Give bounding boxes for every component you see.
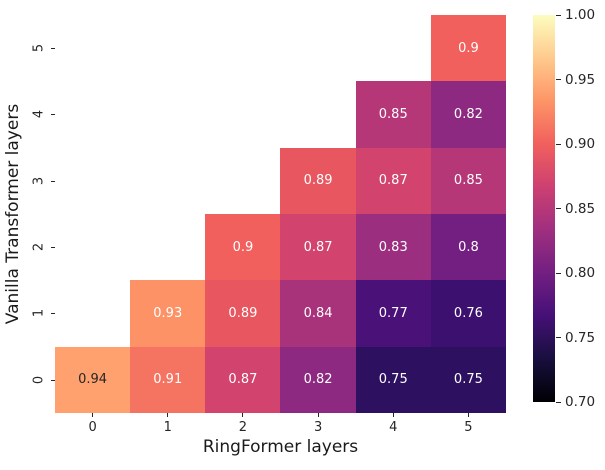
y-axis-label: Vanilla Transformer layers bbox=[3, 103, 23, 325]
x-tick-mark bbox=[167, 413, 169, 417]
heatmap-cell: 0.87 bbox=[205, 346, 281, 413]
y-tick-label: 0 bbox=[31, 375, 47, 384]
colorbar-tick-mark bbox=[556, 79, 561, 80]
x-tick: 2 bbox=[205, 413, 280, 435]
colorbar-tick-label: 0.95 bbox=[565, 71, 596, 88]
heatmap-cell: 0.87 bbox=[280, 214, 356, 281]
heatmap-cell: 0.83 bbox=[355, 214, 431, 281]
y-tick-label: 3 bbox=[31, 176, 47, 185]
y-tick-label: 4 bbox=[31, 110, 47, 119]
x-tick: 0 bbox=[55, 413, 130, 435]
heatmap-cell: 0.9 bbox=[430, 15, 506, 82]
y-tick: 2 bbox=[0, 214, 55, 280]
x-tick: 5 bbox=[431, 413, 506, 435]
colorbar-tick-mark bbox=[556, 143, 561, 145]
heatmap-cell: 0.82 bbox=[430, 81, 506, 148]
colorbar-tick-mark bbox=[556, 272, 561, 274]
heatmap-cell: 0.89 bbox=[280, 147, 356, 214]
x-tick-label: 4 bbox=[389, 420, 398, 435]
colorbar-tick-label: 0.80 bbox=[565, 265, 596, 281]
heatmap-cell: 0.93 bbox=[130, 280, 206, 347]
x-tick: 1 bbox=[130, 413, 205, 435]
heatmap-cell: 0.89 bbox=[205, 280, 281, 347]
y-tick-label: 1 bbox=[31, 309, 47, 318]
x-tick-mark bbox=[392, 413, 394, 417]
y-tick-mark bbox=[51, 247, 55, 249]
x-tick-mark bbox=[467, 413, 469, 417]
colorbar-tick-label: 0.85 bbox=[565, 200, 596, 217]
x-axis-label: RingFormer layers bbox=[202, 437, 359, 457]
heatmap-cell: 0.85 bbox=[430, 147, 506, 214]
colorbar-tick-mark bbox=[556, 208, 561, 209]
y-tick-mark bbox=[51, 379, 55, 381]
x-tick-mark bbox=[92, 413, 94, 417]
heatmap-cell: 0.87 bbox=[355, 147, 431, 214]
x-tick-label: 5 bbox=[464, 420, 473, 435]
colorbar-tick-mark bbox=[556, 337, 561, 338]
colorbar-ticks: 1.00 0.95 0.90 0.85 0.80 0.75 0.70 bbox=[555, 7, 605, 410]
y-tick: 4 bbox=[0, 81, 55, 147]
x-tick-label: 2 bbox=[238, 420, 248, 435]
x-axis-ticks: 0 1 2 3 4 5 bbox=[55, 413, 506, 435]
heatmap-cell: 0.85 bbox=[355, 81, 431, 148]
y-tick-mark bbox=[51, 313, 55, 315]
heatmap-cell: 0.8 bbox=[430, 214, 506, 281]
colorbar-tick-label: 0.90 bbox=[565, 136, 596, 152]
y-tick: 3 bbox=[0, 148, 55, 214]
colorbar-gradient bbox=[533, 15, 555, 402]
x-tick-label: 0 bbox=[88, 420, 97, 435]
x-tick-label: 3 bbox=[313, 420, 323, 435]
heatmap-cell: 0.91 bbox=[130, 346, 206, 413]
colorbar-tick-mark bbox=[556, 14, 561, 16]
heatmap-cell: 0.9 bbox=[205, 214, 281, 281]
colorbar-tick-label: 0.75 bbox=[565, 329, 596, 346]
y-tick-mark bbox=[51, 180, 55, 182]
y-tick-mark bbox=[51, 114, 55, 116]
y-tick-label: 2 bbox=[31, 243, 47, 252]
colorbar-tick-label: 1.00 bbox=[565, 7, 596, 23]
y-tick: 5 bbox=[0, 15, 55, 81]
heatmap-cell: 0.77 bbox=[355, 280, 431, 347]
heatmap-cell: 0.84 bbox=[280, 280, 356, 347]
x-tick: 3 bbox=[281, 413, 356, 435]
heatmap-cell: 0.76 bbox=[430, 280, 506, 347]
y-tick: 1 bbox=[0, 280, 55, 346]
x-tick-label: 1 bbox=[163, 420, 172, 435]
heatmap-cell: 0.94 bbox=[55, 346, 131, 413]
colorbar-tick-mark bbox=[556, 401, 561, 403]
x-tick-mark bbox=[242, 413, 244, 417]
x-tick: 4 bbox=[356, 413, 431, 435]
x-tick-mark bbox=[317, 413, 319, 417]
heatmap-cell: 0.75 bbox=[430, 346, 506, 413]
y-tick-label: 5 bbox=[31, 44, 47, 53]
colorbar-tick-label: 0.70 bbox=[565, 394, 596, 410]
heatmap-cell: 0.75 bbox=[355, 346, 431, 413]
heatmap-grid: 0.9 0.85 0.82 0.89 0.87 0.85 0.9 0.87 0.83 0.8 0.9… bbox=[55, 15, 506, 413]
y-tick-mark bbox=[51, 48, 55, 50]
y-axis-ticks: 5 4 3 2 1 0 bbox=[0, 15, 55, 413]
heatmap-cell: 0.82 bbox=[280, 346, 356, 413]
y-tick: 0 bbox=[0, 347, 55, 413]
